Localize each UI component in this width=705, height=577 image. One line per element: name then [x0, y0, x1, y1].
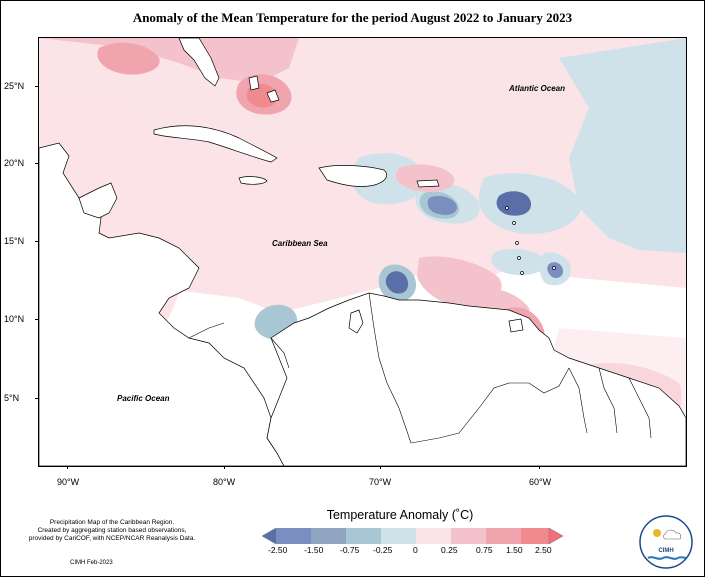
credits-text: Precipitation Map of the Caribbean Regio… — [12, 519, 212, 543]
lon-label-90w: 90°W — [57, 477, 80, 487]
country-borders — [188, 292, 652, 444]
legend-title: Temperature Anomaly (˚C) — [326, 508, 474, 522]
label-pacific-ocean: Pacific Ocean — [117, 394, 170, 403]
anomaly-map[interactable]: Atlantic Ocean Caribbean Sea Pacific Oce… — [38, 37, 687, 467]
legend-label: 0.75 — [476, 545, 493, 555]
cimh-logo: CIMH — [639, 515, 693, 569]
lat-label-5n: 5°N — [4, 393, 20, 403]
logo-text: CIMH — [658, 548, 673, 554]
lat-label-20n: 20°N — [4, 158, 25, 168]
lon-tick — [224, 465, 225, 469]
credits-date: CIMH Feb-2023 — [70, 560, 113, 566]
legend-label: -0.75 — [340, 545, 360, 555]
lat-tick — [35, 163, 39, 164]
map-canvas: Atlantic Ocean Caribbean Sea Pacific Oce… — [39, 38, 686, 466]
lat-tick — [35, 241, 39, 242]
legend-label: 2.50 — [535, 545, 552, 555]
legend-swatch-high-arrow — [548, 528, 564, 544]
label-atlantic-ocean: Atlantic Ocean — [508, 84, 565, 93]
credits-line: provided by CariCOF, with NCEP/NCAR Rean… — [28, 535, 196, 542]
label-caribbean-sea: Caribbean Sea — [272, 239, 328, 248]
legend-label: -0.25 — [373, 545, 393, 555]
legend-swatch — [381, 528, 416, 544]
legend-label: 0 — [413, 545, 418, 555]
lat-tick — [35, 398, 39, 399]
legend-swatch — [521, 528, 549, 544]
lat-label-10n: 10°N — [4, 314, 25, 324]
lat-tick — [35, 86, 39, 87]
credits-line: Created by aggregating station based obs… — [37, 527, 187, 534]
legend-colorbar — [262, 528, 564, 544]
legend-swatch — [416, 528, 451, 544]
map-title: Anomaly of the Mean Temperature for the … — [132, 10, 573, 25]
lon-label-70w: 70°W — [369, 477, 392, 487]
legend-swatch-low-arrow — [262, 528, 277, 544]
legend-swatch — [276, 528, 311, 544]
legend-label: -2.50 — [268, 545, 288, 555]
lon-tick — [539, 465, 540, 469]
lat-label-25n: 25°N — [4, 81, 25, 91]
lon-tick — [67, 465, 68, 469]
legend-label: -1.50 — [304, 545, 324, 555]
land-masses — [39, 38, 686, 466]
lon-label-80w: 80°W — [213, 477, 236, 487]
legend-swatch — [346, 528, 381, 544]
legend-swatch — [486, 528, 521, 544]
lon-tick — [380, 465, 381, 469]
lat-label-15n: 15°N — [4, 236, 25, 246]
lat-tick — [35, 319, 39, 320]
legend-label: 0.25 — [441, 545, 458, 555]
legend-swatch — [311, 528, 346, 544]
legend-label: 1.50 — [506, 545, 523, 555]
credits-line: Precipitation Map of the Caribbean Regio… — [49, 519, 175, 526]
legend-swatch — [451, 528, 486, 544]
lon-label-60w: 60°W — [529, 477, 552, 487]
